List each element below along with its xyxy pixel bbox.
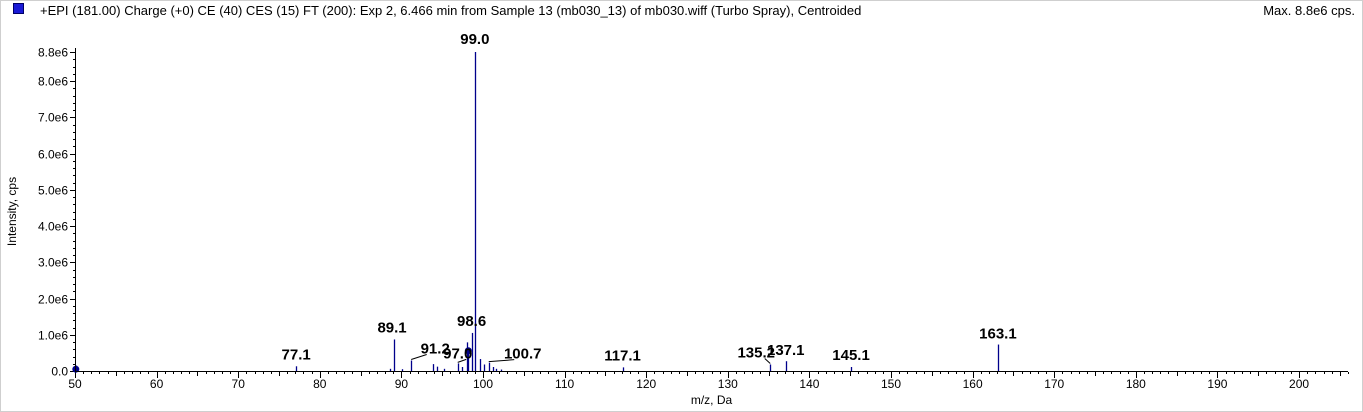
x-axis-title: m/z, Da — [691, 393, 733, 407]
y-tick-label: 8.8e6 — [38, 46, 68, 60]
peak-marker — [464, 347, 472, 355]
peak-label: 99.0 — [460, 31, 489, 48]
x-tick-label: 50 — [68, 377, 82, 391]
peak-label: 77.1 — [282, 346, 311, 363]
y-tick-label: 5.0e6 — [38, 184, 68, 198]
label-leader — [764, 358, 771, 364]
tick-labels: 50 60 70 80 90 100 110 120 130 140 150 160 170 180 190… — [38, 46, 1309, 392]
peak-label: 98.6 — [457, 313, 486, 330]
legend-swatch[interactable] — [13, 3, 24, 14]
label-leader — [488, 359, 515, 363]
label-leader — [411, 354, 427, 360]
peak-label: 89.1 — [377, 319, 406, 336]
y-tick-label: 2.0e6 — [38, 293, 68, 307]
peak-label: 163.1 — [979, 326, 1017, 343]
x-tick-label: 110 — [555, 377, 574, 391]
y-tick-label: 8.0e6 — [38, 75, 68, 89]
x-tick-label: 180 — [1126, 377, 1146, 391]
tick-marks — [70, 52, 1349, 378]
peak-label: 97.0 — [443, 345, 472, 362]
peak-labels: 99.0 98.6 89.1 163.1 91.297.0 100.7 77.1 117.1 1… — [282, 31, 1017, 364]
peak-label: 117.1 — [604, 347, 641, 364]
x-tick-label: 70 — [232, 377, 246, 391]
max-intensity-label: Max. 8.8e6 cps. — [1263, 3, 1355, 18]
spectrum-title: +EPI (181.00) Charge (+0) CE (40) CES (1… — [40, 3, 862, 18]
y-tick-label: 4.0e6 — [38, 220, 68, 234]
peak-label: 137.1 — [767, 342, 805, 359]
x-tick-label: 60 — [150, 377, 164, 391]
y-tick-label: 7.0e6 — [38, 111, 68, 125]
x-tick-label: 200 — [1289, 377, 1309, 391]
x-tick-label: 170 — [1044, 377, 1064, 391]
x-tick-label: 130 — [718, 377, 738, 391]
x-tick-label: 190 — [1207, 377, 1227, 391]
peak-bars — [75, 52, 1000, 371]
y-tick-label: 1.0e6 — [38, 329, 68, 343]
x-tick-label: 120 — [636, 377, 656, 391]
y-tick-label: 0.0 — [51, 365, 68, 379]
peak-label: 135.2 — [737, 344, 775, 361]
chart-header: +EPI (181.00) Charge (+0) CE (40) CES (1… — [0, 0, 1363, 22]
y-axis-title: Intensity, cps — [5, 177, 19, 246]
x-tick-label: 150 — [881, 377, 901, 391]
peak-label: 145.1 — [832, 347, 870, 364]
peak-label: 91.2 — [421, 340, 450, 357]
label-leader-lines — [411, 354, 771, 364]
x-tick-label: 140 — [799, 377, 819, 391]
y-tick-label: 3.0e6 — [38, 256, 68, 270]
x-tick-label: 90 — [395, 377, 409, 391]
peak-label: 100.7 — [504, 346, 542, 363]
label-leader — [457, 358, 467, 363]
y-tick-label: 6.0e6 — [38, 148, 68, 162]
x-tick-label: 100 — [473, 377, 493, 391]
x-tick-label: 160 — [963, 377, 983, 391]
x-tick-label: 80 — [313, 377, 327, 391]
